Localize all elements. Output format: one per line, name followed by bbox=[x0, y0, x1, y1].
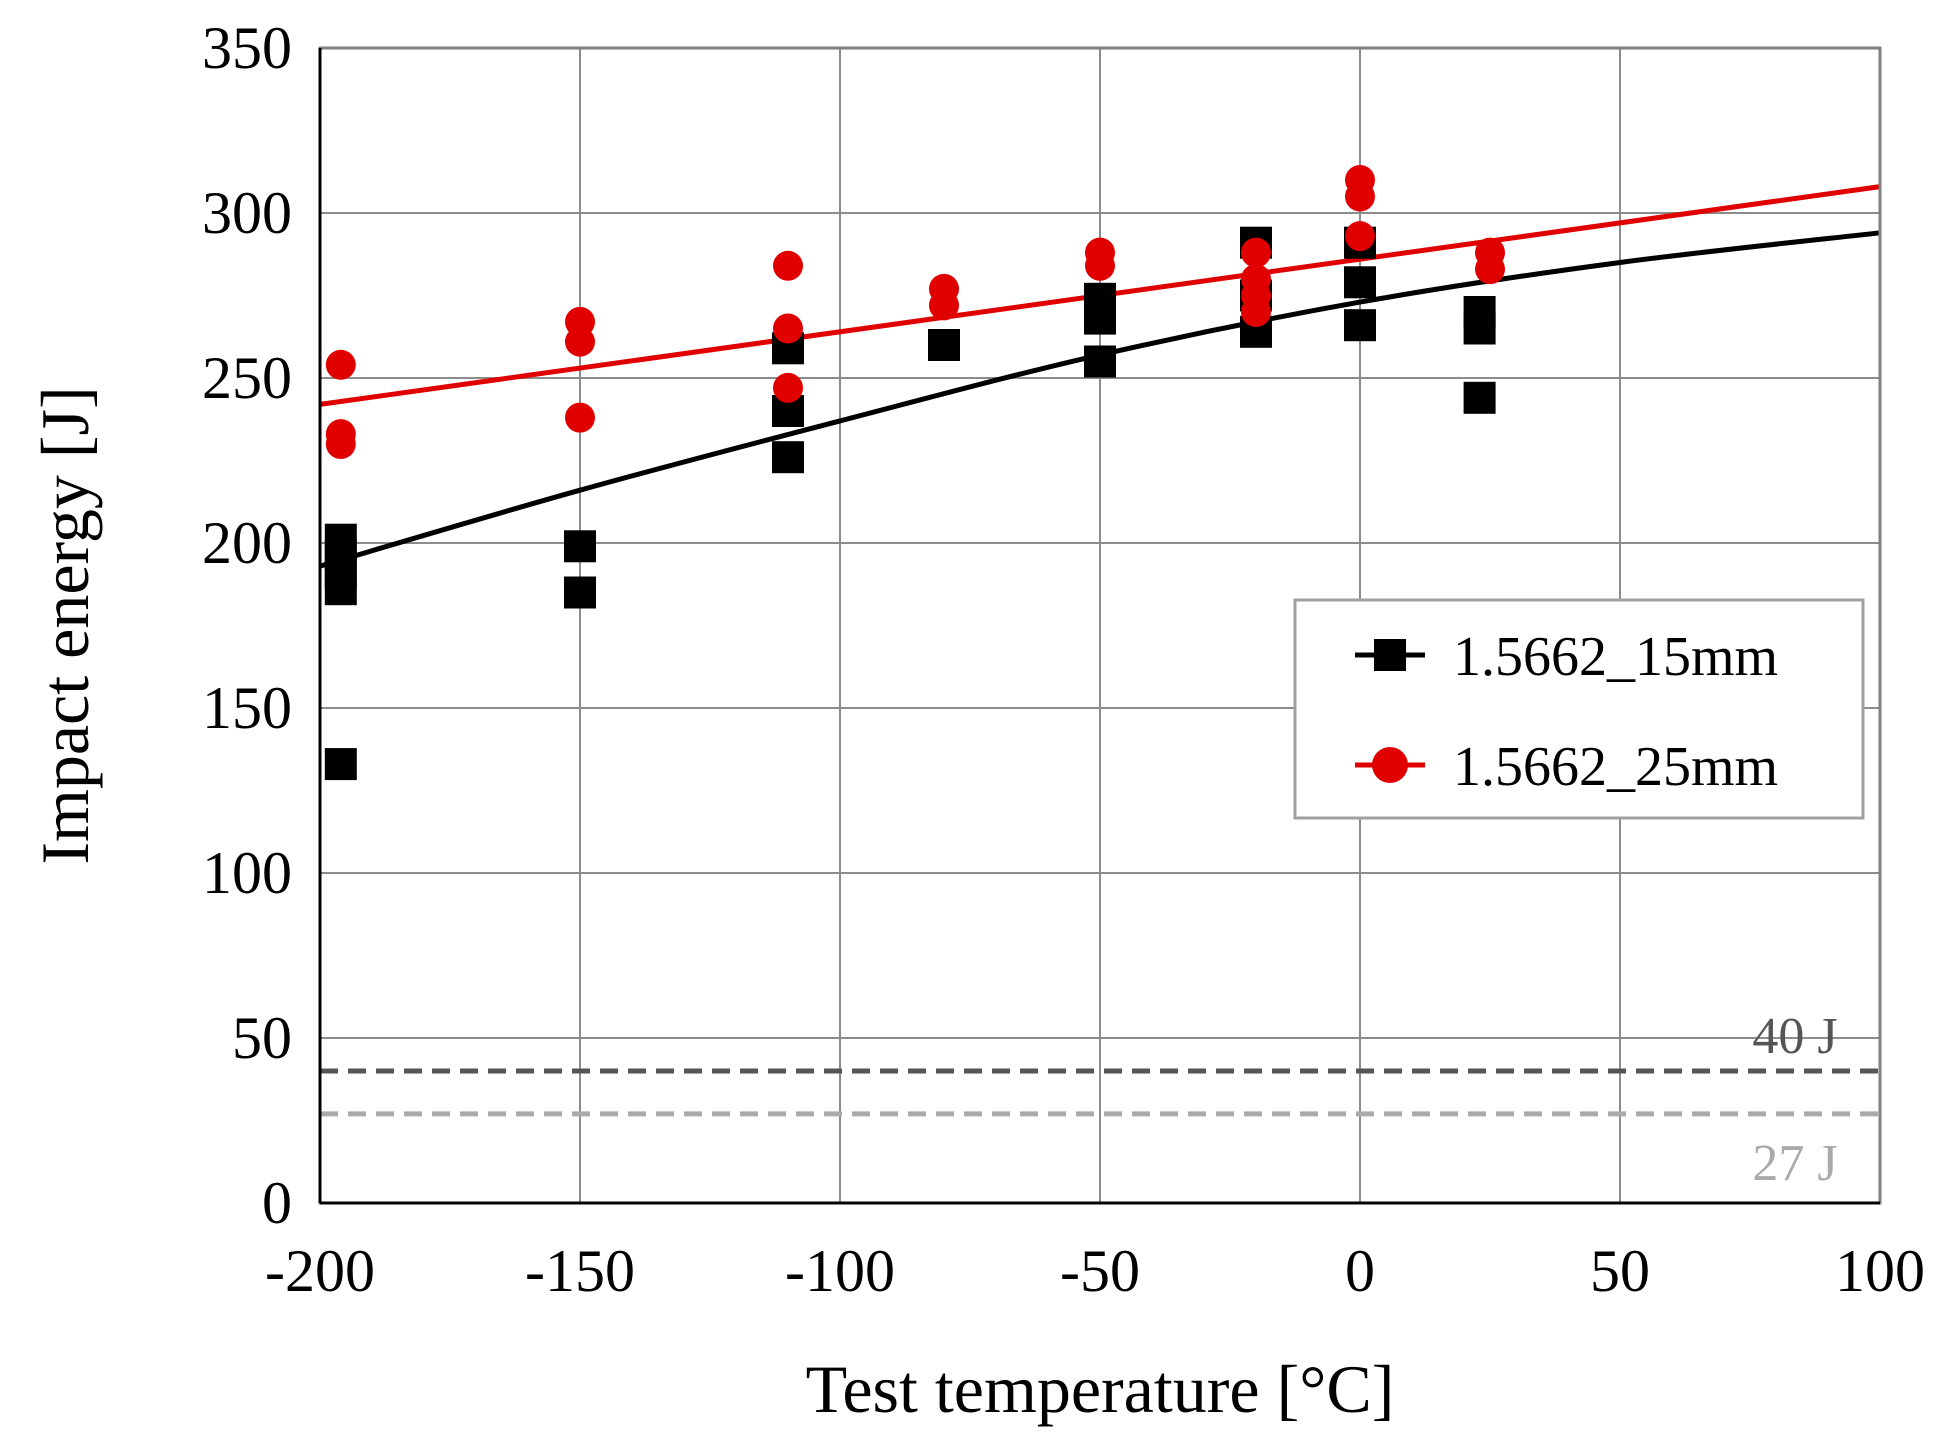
tick-labels: -200 -150 -100 -50 0 50 100 0 50 100 150 200 250 300 3… bbox=[202, 15, 1925, 1304]
y-tick-label: 100 bbox=[202, 840, 292, 906]
x-tick-label: 50 bbox=[1590, 1238, 1650, 1304]
legend-marker-square bbox=[1374, 639, 1406, 671]
point-25mm bbox=[773, 313, 803, 344]
point-15mm bbox=[772, 441, 804, 474]
x-tick-label: -200 bbox=[265, 1238, 375, 1304]
point-15mm bbox=[1344, 266, 1376, 299]
y-tick-label: 350 bbox=[202, 15, 292, 81]
y-tick-label: 0 bbox=[262, 1170, 292, 1236]
point-25mm bbox=[929, 290, 959, 321]
point-15mm bbox=[1084, 302, 1116, 335]
point-25mm bbox=[325, 429, 356, 459]
y-axis-title: Impact energy [J] bbox=[27, 386, 103, 864]
point-15mm bbox=[1463, 312, 1496, 345]
point-25mm bbox=[565, 402, 595, 433]
y-tick-label: 50 bbox=[232, 1005, 292, 1071]
legend-label: 1.5662_25mm bbox=[1453, 736, 1778, 798]
point-15mm bbox=[324, 748, 357, 781]
point-25mm bbox=[1241, 297, 1271, 327]
x-axis-title: Test temperature [°C] bbox=[806, 1351, 1395, 1427]
point-15mm bbox=[1084, 345, 1116, 378]
point-15mm bbox=[928, 329, 960, 361]
point-15mm bbox=[564, 530, 596, 563]
y-tick-label: 250 bbox=[202, 345, 292, 411]
x-tick-label: -50 bbox=[1060, 1238, 1140, 1304]
point-25mm bbox=[1475, 254, 1505, 285]
point-15mm bbox=[324, 573, 357, 606]
point-25mm bbox=[773, 250, 803, 281]
x-tick-label: 0 bbox=[1345, 1238, 1375, 1304]
point-25mm bbox=[1345, 181, 1375, 212]
y-tick-label: 200 bbox=[202, 510, 292, 576]
legend-entry-1.5662_15mm: 1.5662_15mm bbox=[1355, 626, 1778, 688]
point-25mm bbox=[565, 326, 595, 357]
point-15mm bbox=[1344, 309, 1376, 342]
reference-lines: 40 J 27 J bbox=[320, 1008, 1880, 1192]
x-tick-label: -100 bbox=[785, 1238, 895, 1304]
axis-lines bbox=[318, 48, 1880, 1205]
point-15mm bbox=[1463, 381, 1496, 414]
x-tick-label: 100 bbox=[1835, 1238, 1925, 1304]
legend-marker-circle bbox=[1372, 747, 1408, 783]
point-25mm bbox=[1345, 221, 1375, 252]
legend-label: 1.5662_15mm bbox=[1453, 626, 1778, 688]
y-tick-label: 300 bbox=[202, 180, 292, 246]
point-25mm bbox=[325, 349, 356, 380]
point-15mm bbox=[564, 576, 596, 609]
reference-label-27j: 27 J bbox=[1752, 1135, 1837, 1192]
y-tick-label: 150 bbox=[202, 675, 292, 741]
point-25mm bbox=[1241, 237, 1271, 268]
legend: 1.5662_15mm 1.5662_25mm bbox=[1293, 598, 1865, 820]
data-points bbox=[324, 165, 1505, 781]
reference-label-40j: 40 J bbox=[1752, 1008, 1837, 1065]
legend-entry-1.5662_25mm: 1.5662_25mm bbox=[1355, 736, 1778, 798]
point-25mm bbox=[1085, 250, 1115, 281]
point-25mm bbox=[773, 372, 803, 403]
x-tick-label: -150 bbox=[525, 1238, 635, 1304]
